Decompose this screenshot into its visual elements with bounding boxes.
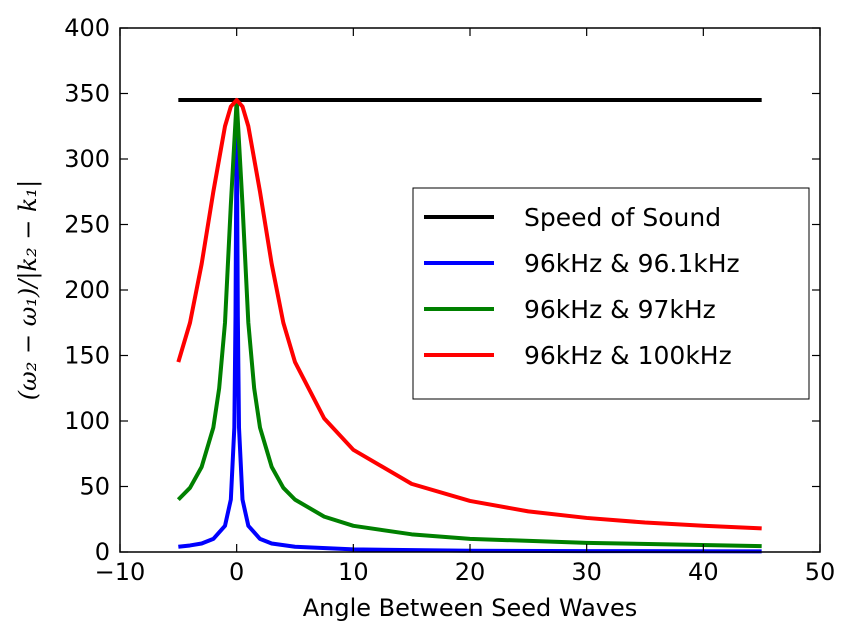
legend-label-96khz-97khz: 96kHz & 97kHz <box>524 295 716 324</box>
y-tick-label: 100 <box>64 407 110 435</box>
x-tick-label: 40 <box>688 558 719 586</box>
series-line-96khz-100khz <box>176 98 762 531</box>
series-line-96khz-96-1khz <box>178 98 762 554</box>
x-tick-label: 20 <box>455 558 486 586</box>
y-tick-label: 0 <box>95 538 110 566</box>
y-axis-label: (ω₂ − ω₁)/|k₂ − k₁| <box>14 180 43 400</box>
y-tick-label: 50 <box>79 473 110 501</box>
plot-lines <box>176 98 762 554</box>
x-tick-label: −10 <box>95 558 146 586</box>
y-tick-label: 150 <box>64 342 110 370</box>
legend-label-96khz-96-1khz: 96kHz & 96.1kHz <box>524 249 740 278</box>
y-tick-label: 300 <box>64 145 110 173</box>
y-tick-label: 250 <box>64 211 110 239</box>
y-tick-label: 400 <box>64 14 110 42</box>
legend-label-speed-of-sound: Speed of Sound <box>524 203 721 232</box>
legend-label-96khz-100khz: 96kHz & 100kHz <box>524 341 732 370</box>
y-tick-label: 350 <box>64 80 110 108</box>
legend: Speed of Sound 96kHz & 96.1kHz 96kHz & 97k… <box>412 187 810 400</box>
y-ticks: 0 50 100 150 200 250 300 350 400 <box>64 14 820 566</box>
x-tick-label: 10 <box>338 558 369 586</box>
x-tick-label: 0 <box>229 558 244 586</box>
y-tick-label: 200 <box>64 276 110 304</box>
x-ticks: −10 0 10 20 30 40 50 <box>95 28 836 586</box>
series-line-96khz-97khz <box>176 98 762 549</box>
legend-box <box>412 187 810 400</box>
x-axis-label: Angle Between Seed Waves <box>303 594 638 622</box>
x-tick-label: 50 <box>805 558 836 586</box>
x-tick-label: 30 <box>571 558 602 586</box>
